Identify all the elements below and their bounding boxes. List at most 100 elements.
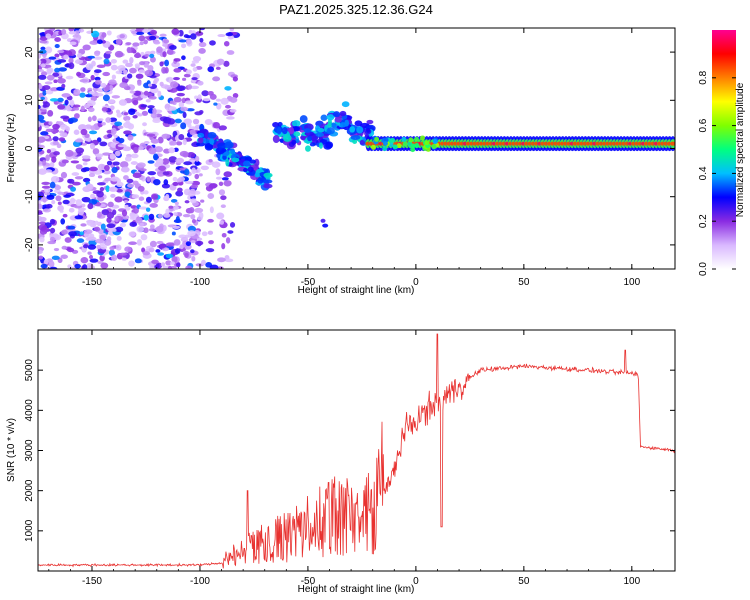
spectrogram-cell (178, 101, 185, 108)
spectrogram-cell (122, 146, 132, 152)
spectrogram-cell (38, 120, 41, 128)
spectrogram-cell (67, 264, 72, 269)
spectrogram-cell (230, 149, 235, 155)
spectrogram-cell (121, 257, 127, 261)
spectrogram-cell (181, 43, 187, 49)
spectrogram-cell (243, 167, 248, 173)
snr-y-ticks: 1000 2000 3000 4000 5000 (24, 359, 675, 542)
spectrogram-cell (199, 28, 205, 31)
spectrogram-cell (97, 175, 103, 179)
spectrogram-cell (51, 156, 57, 163)
spectrogram-cell (132, 180, 139, 186)
spectrogram-cell (86, 219, 94, 226)
spectrogram-cell (136, 28, 145, 33)
spectrogram-cell (111, 166, 118, 174)
spectrogram-cell (124, 156, 132, 162)
spectrogram-cell (216, 212, 225, 220)
spectrogram-cell (175, 190, 184, 197)
spectrogram-cell (162, 158, 170, 165)
spectrogram-cell (165, 260, 172, 266)
spectrogram-cell (263, 172, 273, 178)
spectrogram-cell (170, 81, 179, 88)
spectrogram-cell (108, 85, 114, 91)
spectrogram-cell (80, 223, 87, 227)
spectrogram-cell (123, 112, 129, 116)
spectrogram-cell (320, 218, 326, 223)
spectrogram-cell (38, 216, 47, 222)
spectrogram-cell (45, 46, 53, 54)
spectrogram-cell (97, 121, 103, 128)
x-tick-label: 50 (518, 277, 530, 288)
spectrogram-cell (183, 118, 193, 125)
spectrogram-cell (68, 57, 74, 64)
spectrogram-cell (165, 193, 170, 200)
chart-title: PAZ1.2025.325.12.36.G24 (279, 2, 433, 17)
spectrogram-cell (123, 175, 129, 181)
spectrogram-cell (318, 142, 323, 149)
spectrogram-cell (42, 208, 51, 213)
spectrogram-cell (149, 29, 158, 35)
spectrogram-cell (223, 171, 232, 178)
spectrogram-cell (40, 63, 46, 68)
spectrogram-cell (105, 117, 112, 123)
spectrogram-cell (57, 97, 64, 103)
spectrogram-cell (81, 142, 87, 146)
spectrogram-cell (191, 77, 198, 81)
spectrogram-cell (190, 85, 200, 90)
spectrogram-cell (169, 140, 177, 146)
spectrogram-cell (142, 251, 151, 256)
spectrogram-cell (366, 127, 371, 133)
spectrogram-cell (149, 75, 157, 79)
spectrogram-cell (40, 131, 49, 136)
spectrogram-cell (110, 176, 120, 182)
spectrogram-cell (120, 166, 130, 173)
spectrogram-cell (139, 41, 144, 46)
spectrogram-cell (147, 83, 153, 87)
spectrogram-cell (117, 65, 126, 71)
spectrogram-cell (229, 108, 237, 113)
spectrogram-cell (155, 158, 164, 165)
spectrogram-cell (103, 58, 110, 65)
spectrogram-cell (173, 212, 178, 217)
spectrogram-cell (124, 191, 131, 198)
spectrogram-cell (194, 207, 204, 213)
spectrogram-cell (354, 120, 363, 127)
spectrogram-cell (53, 151, 60, 156)
spectrogram-cell (126, 178, 134, 184)
y-tick-label: -10 (24, 189, 35, 204)
spectrogram-cell (80, 105, 85, 112)
spectrogram-cell (168, 106, 177, 111)
spectrogram-cell (366, 119, 374, 125)
spectrogram-cell (147, 160, 155, 164)
spectrogram-cell (119, 252, 128, 256)
spectrogram-cell (128, 241, 137, 246)
spectrogram-cell (140, 104, 148, 108)
y-tick-label: 10 (24, 94, 35, 106)
spectrogram-cell (87, 55, 95, 59)
spectrogram-cell (114, 196, 123, 203)
spectrogram-cell (42, 196, 47, 203)
spectrogram-cell (144, 51, 152, 55)
spectrogram-cell (178, 134, 185, 141)
spectrogram-cell (104, 177, 113, 182)
spectrogram-cell (74, 263, 81, 269)
spectrogram-cell (155, 225, 164, 233)
spectrogram-cell (87, 183, 93, 190)
spectrogram-cell (215, 168, 221, 176)
spectrogram-cell (131, 30, 138, 35)
spectrogram-cell (86, 100, 96, 107)
spectrogram-cell (174, 201, 179, 206)
spectrogram-cell (79, 92, 86, 98)
spectrogram-cell (159, 81, 164, 87)
spectrogram-cell (63, 54, 69, 60)
spectrogram-cell (390, 137, 396, 143)
spectrogram-cell (57, 205, 64, 212)
x-tick-label: -150 (82, 277, 102, 288)
spectrogram-cell (48, 260, 55, 268)
spectrogram-cell (110, 142, 118, 149)
spectrogram-cell (75, 164, 83, 170)
spectrogram-cell (103, 170, 111, 175)
spectrogram-cell (82, 177, 91, 183)
spectrogram-x-ticks: -150 -100 -50 0 50 100 (48, 28, 676, 288)
spectrogram-cell (117, 144, 127, 148)
